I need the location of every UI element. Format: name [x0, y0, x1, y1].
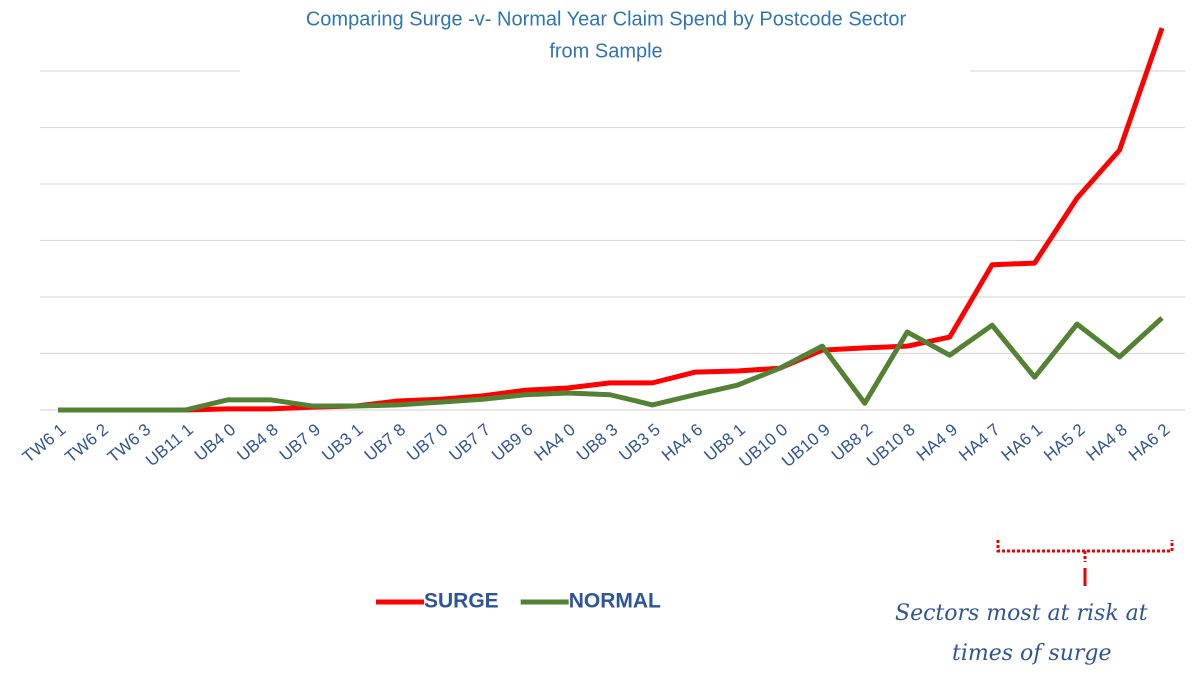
x-tick-label: UB7 8 — [361, 420, 409, 465]
series-line — [58, 27, 1165, 413]
x-tick-label: TW6 2 — [61, 420, 112, 467]
legend-label: SURGE — [424, 590, 499, 613]
x-tick-label: HA6 2 — [1125, 420, 1173, 465]
annotation: times of surge — [952, 641, 1112, 666]
x-tick-label: UB3 1 — [318, 420, 366, 465]
x-tick-label: HA4 9 — [913, 420, 961, 465]
x-tick-label: UB8 3 — [573, 420, 621, 465]
x-tick-label: HA4 7 — [955, 420, 1003, 465]
x-tick-label: UB11 1 — [142, 420, 197, 470]
x-tick-label: HA4 8 — [1083, 420, 1131, 465]
x-tick-label: UB3 5 — [616, 420, 664, 465]
x-tick-label: UB10 8 — [863, 420, 919, 471]
legend-label: NORMAL — [569, 590, 661, 613]
x-tick-label: UB7 7 — [446, 420, 494, 465]
x-tick-label: HA5 2 — [1040, 420, 1088, 465]
x-tick-label: UB4 0 — [191, 420, 239, 465]
chart-title: from Sample — [549, 40, 662, 62]
annotation: Sectors most at risk at — [895, 601, 1148, 626]
x-tick-label: UB4 8 — [233, 420, 281, 465]
chart-title: Comparing Surge -v- Normal Year Claim Sp… — [306, 8, 907, 30]
x-tick-label: HA6 1 — [998, 420, 1046, 465]
bracket — [996, 540, 1174, 562]
series-line — [58, 316, 1164, 413]
x-tick-label: UB7 0 — [403, 420, 451, 465]
x-tick-label: UB7 9 — [276, 420, 324, 465]
x-tick-label: UB9 6 — [488, 420, 536, 465]
title-background — [240, 4, 970, 76]
x-tick-label: TW6 1 — [19, 420, 70, 467]
x-tick-label: HA4 6 — [658, 420, 706, 465]
x-tick-label: UB10 9 — [778, 420, 834, 471]
x-tick-label: HA4 0 — [531, 420, 579, 465]
